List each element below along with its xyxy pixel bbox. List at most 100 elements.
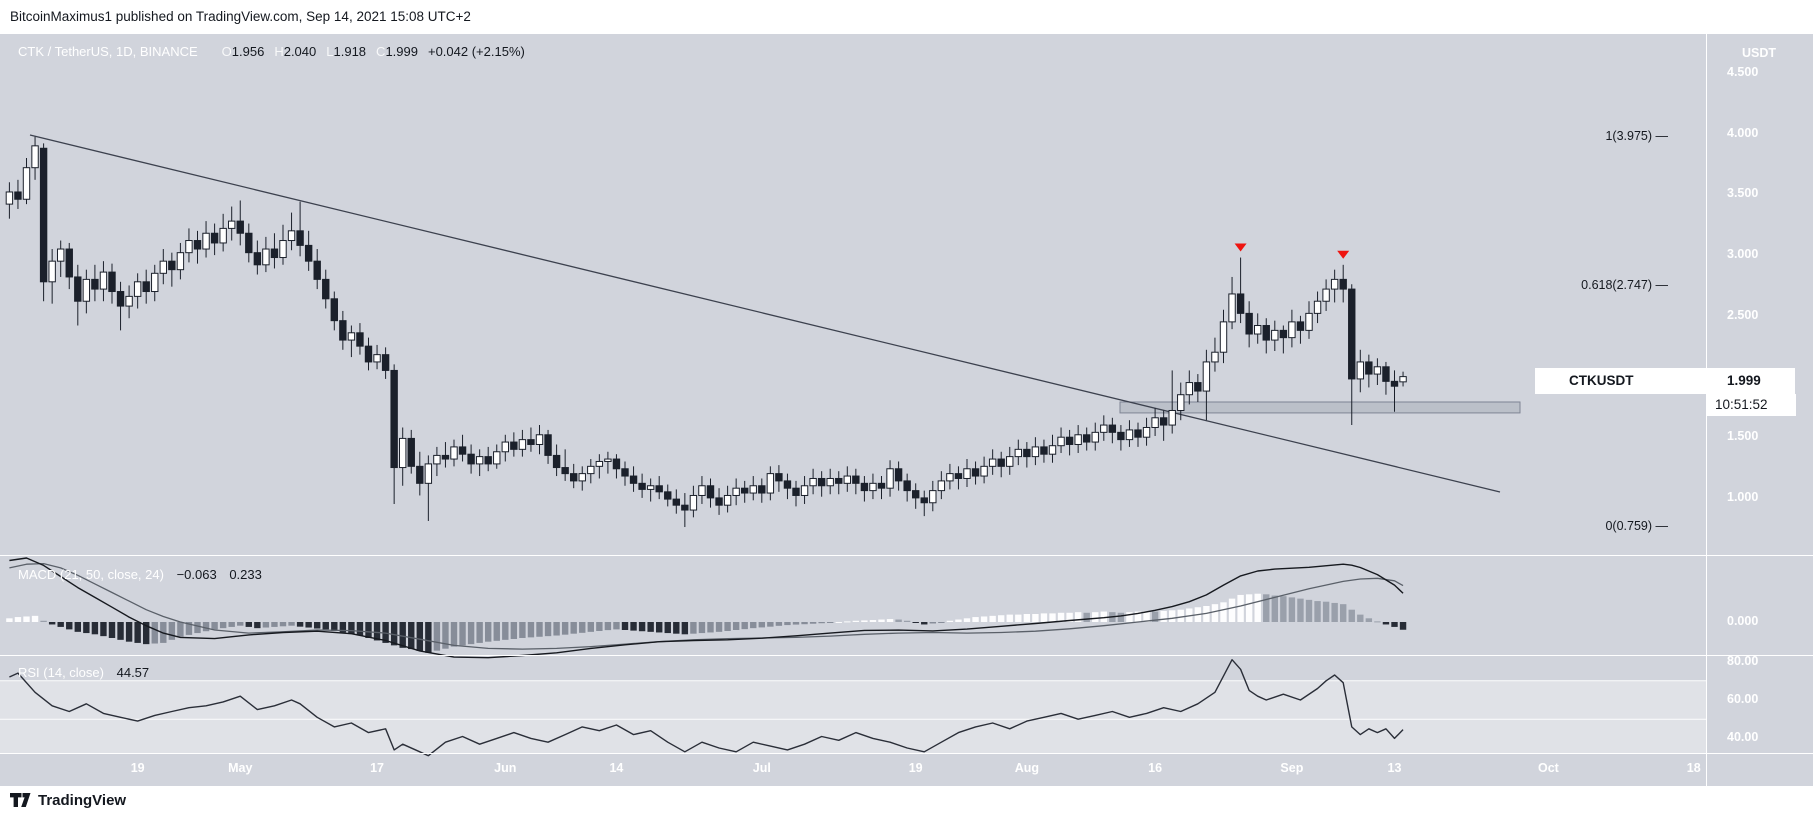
candle-up [1399,376,1407,383]
candle-down [1159,417,1168,426]
tradingview-footer[interactable]: TradingView [10,792,126,809]
macd-histogram-bar [108,622,116,638]
macd-histogram-bar [561,622,569,635]
candle-down [142,281,150,293]
candle-down [997,458,1005,467]
trendline [29,134,1501,493]
candle-up [518,439,527,450]
macd-histogram-bar [630,622,637,631]
macd-histogram-bar [1374,621,1381,623]
candle-down [570,473,578,482]
symbol-header: CTK / TetherUS, 1D, BINANCE O1.956 H2.040 L… [18,44,525,59]
candle-down [108,271,116,293]
macd-histogram-bar [963,618,971,622]
candle-down [39,147,48,283]
candle-down [552,454,561,469]
candle-down [612,458,621,470]
macd-histogram-bar [467,622,475,645]
macd-histogram-bar [647,622,654,632]
macd-histogram-bar [416,622,423,651]
macd-histogram-bar [955,619,962,622]
macd-histogram-bar [519,622,526,638]
candle-up [595,460,604,467]
macd-histogram-bar [741,622,748,630]
macd-histogram-bar [6,618,13,622]
candle-down [1296,321,1305,331]
macd-histogram-bar [1331,602,1338,622]
candle-down [775,473,783,482]
high-value: 2.040 [283,44,317,59]
macd-histogram-bar [536,622,543,637]
candle-up [202,232,210,250]
price-scale-tick: 4.500 [1727,65,1759,79]
candle-down [441,454,450,460]
macd-histogram-bar [314,622,321,629]
time-scale-tick: 19 [130,761,145,775]
macd-histogram-bar [775,622,783,626]
macd-histogram-bar [219,622,227,629]
macd-histogram-bar [929,622,936,624]
candle-up [1185,382,1193,396]
candle-up [1356,361,1364,380]
candle-down [74,276,82,302]
candle-down [954,473,963,479]
candle-up [1305,312,1313,331]
macd-histogram-bar [1083,612,1090,622]
candle-up [159,260,168,274]
symbol-title: CTK / TetherUS, 1D, BINANCE [18,44,198,59]
macd-histogram-bar [202,622,210,632]
candle-down [390,369,398,469]
macd-histogram-bar [613,622,620,630]
down-arrow-marker-icon [1337,250,1350,259]
candle-down [852,475,860,484]
rsi-title: RSI (14, close) [18,665,104,680]
macd-histogram-bar [1134,611,1142,622]
candle-down [322,278,330,300]
candle-up [57,248,65,262]
candle-up [1288,321,1296,339]
macd-histogram-bar [1049,613,1056,622]
macd-histogram-bar [1391,622,1398,627]
macd-histogram-bar [254,622,261,629]
macd-histogram-bar [878,619,885,622]
macd-histogram-bar [1314,601,1321,622]
candle-down [91,278,99,290]
candle-down [1108,424,1117,433]
tradingview-logo-icon [10,793,31,807]
candle-down [1279,329,1288,339]
candle-up [1177,394,1185,411]
bar-countdown-value: 10:51:52 [1715,397,1768,412]
macd-histogram-bar [673,622,680,634]
candle-down [1348,288,1356,380]
candle-down [381,354,390,371]
macd-histogram-bar [1305,599,1313,622]
candle-down [1117,431,1125,441]
candle-up [1151,417,1159,428]
macd-histogram-bar [715,622,723,632]
candle-up [219,227,227,244]
candle-down [527,439,535,445]
macd-line [9,557,1404,659]
candle-up [1074,434,1082,445]
macd-histogram-bar [844,621,851,623]
candle-down [672,498,680,506]
support-zone [1119,401,1521,414]
open-value: 1.956 [231,44,265,59]
time-scale-tick: Sep [1280,761,1304,775]
candle-up [766,473,775,494]
candle-down [655,485,663,493]
candle-up [1219,321,1228,353]
candle-up [1100,424,1108,433]
price-scale-tick: 3.500 [1727,186,1759,201]
candle-down [912,490,920,499]
candle-up [980,465,988,477]
candle-up [399,437,407,469]
candle-up [493,451,501,465]
candle-up [99,271,108,290]
time-scale-tick: Oct [1537,761,1559,775]
macd-histogram-bar [1263,594,1270,622]
macd-histogram-bar [1126,612,1133,622]
macd-histogram-bar [732,622,740,630]
open-label: O [221,44,232,59]
